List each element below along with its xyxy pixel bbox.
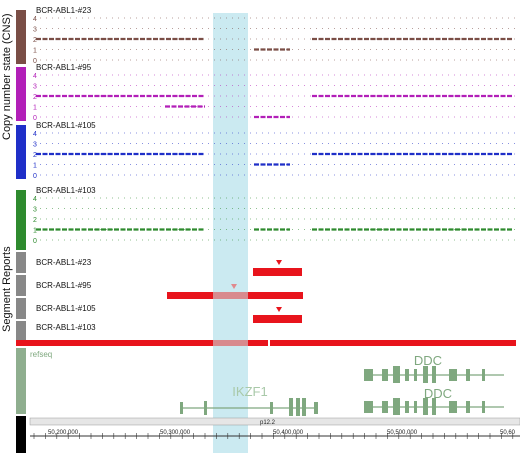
segment-bar-105[interactable] bbox=[253, 315, 302, 323]
cns-tick-1-1: 1 bbox=[33, 48, 37, 55]
cns-sample-label-3: BCR-ABL1-#105 bbox=[36, 121, 96, 130]
cns-tick-2-4: 4 bbox=[33, 73, 37, 80]
ruler-pos-5: 50,60 bbox=[500, 430, 516, 436]
segment-sidebar-3 bbox=[16, 298, 26, 319]
cns-tick-1-4: 4 bbox=[33, 16, 37, 23]
ddc-label-upper: DDC bbox=[414, 353, 442, 368]
coordinate-ruler: p12.2 50,200,000 50,300,000 50,400,000 5… bbox=[16, 416, 520, 453]
cns-tick-3-3: 3 bbox=[33, 142, 37, 149]
cns-tick-1-0: 0 bbox=[33, 58, 37, 65]
ruler-pos-3: 50,400,000 bbox=[273, 430, 304, 436]
segment-summary-highlight bbox=[213, 340, 248, 346]
ikzf1-label: IKZF1 bbox=[232, 384, 267, 399]
cns-tick-4-2: 2 bbox=[33, 217, 37, 224]
ddc-gene-upper[interactable]: DDC bbox=[364, 353, 504, 383]
cns-sidebar-2 bbox=[16, 67, 26, 121]
cns-tick-3-2: 2 bbox=[33, 152, 37, 159]
segment-label-2: BCR-ABL1-#95 bbox=[36, 281, 92, 290]
cns-axis-label: Copy number state (CNS) bbox=[1, 13, 13, 140]
cns-sample-label-1: BCR-ABL1-#23 bbox=[36, 6, 92, 15]
ikzf1-gene[interactable]: IKZF1 bbox=[180, 384, 318, 416]
segment-summary-gap bbox=[268, 340, 270, 346]
cns-sample-label-4: BCR-ABL1-#103 bbox=[36, 186, 96, 195]
cns-sidebar-4 bbox=[16, 190, 26, 250]
cns-tick-2-0: 0 bbox=[33, 115, 37, 122]
segment-label-4: BCR-ABL1-#103 bbox=[36, 323, 96, 332]
cns-tick-2-1: 1 bbox=[33, 105, 37, 112]
ruler-pos-4: 50,500,000 bbox=[387, 430, 418, 436]
segment-sidebar-4 bbox=[16, 321, 26, 342]
cns-tick-2-2: 2 bbox=[33, 94, 37, 101]
segment-label-3: BCR-ABL1-#105 bbox=[36, 304, 96, 313]
segment-summary-bar bbox=[16, 340, 516, 346]
cns-sidebar-3 bbox=[16, 125, 26, 179]
segment-sidebar-2 bbox=[16, 275, 26, 296]
chromosome-band-bar bbox=[29, 417, 520, 426]
cns-tick-4-1: 1 bbox=[33, 228, 37, 235]
cns-tick-3-0: 0 bbox=[33, 173, 37, 180]
cns-tick-4-0: 0 bbox=[33, 238, 37, 245]
ruler-pos-2: 50,300,000 bbox=[160, 430, 191, 436]
ikzf1-highlight-region bbox=[213, 13, 248, 453]
ruler-pos-1: 50,200,000 bbox=[48, 430, 79, 436]
segments-axis-label: Segment Reports bbox=[1, 246, 13, 332]
segment-sidebar-1 bbox=[16, 252, 26, 273]
cns-tick-3-4: 4 bbox=[33, 131, 37, 138]
segment-label-1: BCR-ABL1-#23 bbox=[36, 258, 92, 267]
cns-tick-1-3: 3 bbox=[33, 27, 37, 34]
refseq-track-label: refseq bbox=[30, 350, 52, 359]
segment-marker-95 bbox=[231, 284, 237, 289]
segment-marker-23 bbox=[276, 260, 282, 265]
cns-tick-2-3: 3 bbox=[33, 84, 37, 91]
segment-bar-23[interactable] bbox=[253, 268, 302, 276]
ddc-gene-lower[interactable]: DDC bbox=[364, 386, 504, 415]
ruler-sidebar bbox=[16, 416, 26, 453]
segment-marker-105 bbox=[276, 307, 282, 312]
cns-sidebar-1 bbox=[16, 10, 26, 64]
cns-tick-1-2: 2 bbox=[33, 37, 37, 44]
cns-tick-4-4: 4 bbox=[33, 196, 37, 203]
segment-reports: BCR-ABL1-#23 BCR-ABL1-#95 BCR-ABL1-#105 … bbox=[16, 252, 516, 346]
ddc-label-lower: DDC bbox=[424, 386, 452, 401]
band-label: p12.2 bbox=[260, 420, 276, 426]
cns-tick-3-1: 1 bbox=[33, 163, 37, 170]
refseq-sidebar bbox=[16, 348, 26, 414]
cns-sample-label-2: BCR-ABL1-#95 bbox=[36, 63, 92, 72]
cns-tick-4-3: 3 bbox=[33, 207, 37, 214]
segment-bar-95-highlighted bbox=[213, 292, 248, 299]
refseq-track: refseq DDC IKZF1 bbox=[16, 348, 504, 416]
cns-tracks: BCR-ABL1-#2343210BCR-ABL1-#9543210BCR-AB… bbox=[16, 6, 515, 250]
